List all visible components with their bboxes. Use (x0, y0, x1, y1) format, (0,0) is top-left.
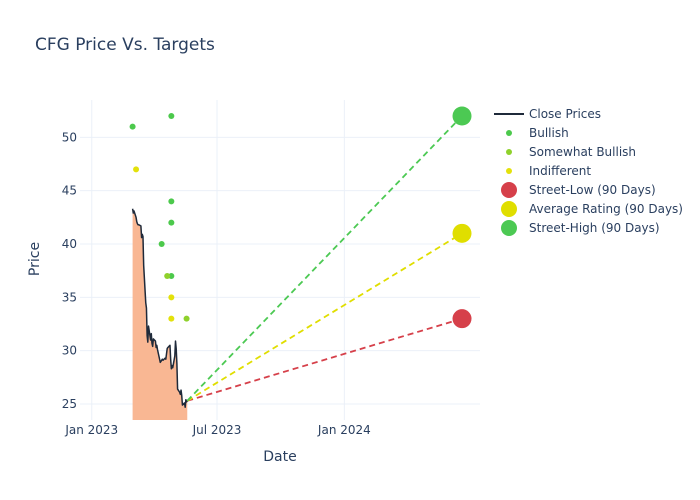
bullish-point (158, 241, 165, 247)
legend-swatch-bullish (506, 130, 512, 136)
bullish-point (129, 123, 136, 130)
legend-swatch-somewhat-bullish (506, 149, 512, 155)
close-price-line-group (131, 208, 188, 408)
y-tick-label: 30 (62, 344, 77, 358)
bullish-point (168, 198, 175, 205)
y-tick-label: 35 (62, 290, 77, 304)
bullish-point (168, 273, 175, 279)
indifferent-point (133, 166, 140, 173)
y-tick-label: 40 (62, 237, 77, 251)
close-price-line (131, 208, 188, 408)
legend-swatch-street-low-90-days (501, 182, 517, 198)
somewhat-bullish-point (183, 315, 190, 322)
legend-label-street-low-90-days: Street-Low (90 Days) (529, 183, 656, 197)
x-axis-title: Date (263, 449, 296, 465)
legend: Close Prices Bullish Somewhat Bullish Indif… (494, 107, 683, 236)
price-area (132, 208, 188, 420)
chart-title: CFG Price Vs. Targets (35, 35, 215, 55)
street-low-line (187, 317, 463, 402)
y-tick-label: 50 (62, 130, 77, 144)
legend-label-close-prices: Close Prices (529, 107, 601, 121)
street-high-line (186, 115, 463, 402)
legend-label-average-rating-90-days: Average Rating (90 Days) (529, 202, 683, 216)
street-low-marker (452, 309, 472, 329)
legend-swatch-street-high-90-days (501, 220, 517, 236)
legend-label-bullish: Bullish (529, 126, 569, 140)
close-price-area (132, 208, 188, 420)
average-rating-marker (452, 223, 472, 243)
x-axis-ticks: Jan 2023 Jul 2023 Jan 2024 (64, 423, 370, 437)
x-tick-label: Jan 2023 (64, 423, 118, 437)
legend-label-somewhat-bullish: Somewhat Bullish (529, 145, 636, 159)
average-rating-line (186, 232, 463, 402)
bullish-point (168, 113, 175, 119)
y-axis-ticks: 25 30 35 40 45 50 (62, 130, 77, 411)
x-tick-label: Jul 2023 (192, 423, 242, 437)
bullish-point (168, 219, 175, 226)
legend-label-indifferent: Indifferent (529, 164, 591, 178)
indifferent-point (168, 294, 175, 301)
y-tick-label: 45 (62, 184, 77, 198)
rating-points (129, 113, 190, 322)
y-tick-label: 25 (62, 397, 77, 411)
y-axis-title: Price (27, 242, 43, 276)
x-tick-label: Jan 2024 (317, 423, 371, 437)
legend-swatch-indifferent (506, 168, 512, 174)
somewhat-bullish-point (164, 273, 171, 279)
legend-swatch-average-rating-90-days (501, 201, 517, 217)
indifferent-point (168, 315, 175, 322)
street-high-marker (452, 106, 472, 126)
legend-label-street-high-90-days: Street-High (90 Days) (529, 221, 660, 235)
target-lines (186, 106, 472, 402)
